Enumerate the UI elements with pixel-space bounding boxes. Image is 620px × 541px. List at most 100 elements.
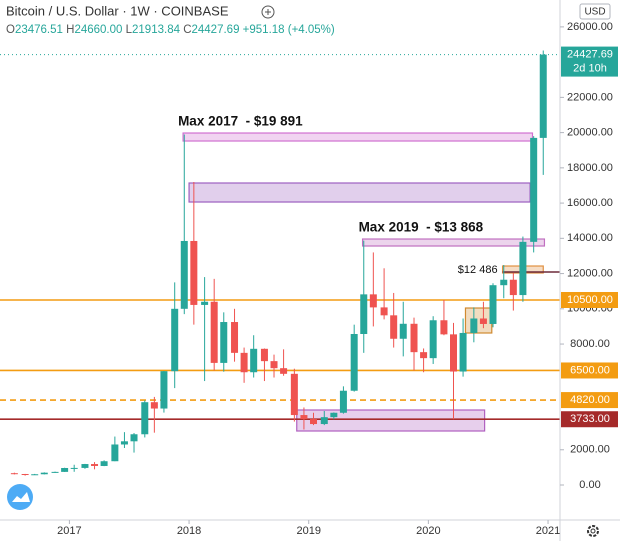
zone [188, 182, 531, 203]
compare-button[interactable] [261, 5, 275, 19]
candle-body [141, 402, 149, 435]
currency-label: USD [584, 7, 605, 18]
ohlc-key: H [66, 24, 74, 36]
candle-body [509, 279, 517, 296]
candle-body [500, 279, 508, 286]
y-tick-label: 8000.00 [570, 338, 610, 350]
candle-body [231, 322, 239, 353]
candle-body [91, 464, 99, 466]
tradingview-logo[interactable] [7, 484, 33, 510]
candle-body [10, 473, 18, 475]
y-tick-label: 22000.00 [567, 91, 613, 103]
y-tick-label: 18000.00 [567, 162, 613, 174]
candle-body [410, 323, 418, 353]
ohlc-value: 21913.84 [132, 24, 181, 36]
candle-body [450, 334, 458, 372]
candle-body [420, 352, 428, 359]
x-tick-label: 2019 [296, 525, 320, 537]
candle-body [21, 474, 29, 476]
level-label-bg [561, 291, 618, 308]
candle-body [160, 371, 168, 409]
last-price-bg [561, 46, 618, 77]
candle-body [470, 318, 478, 333]
candle-body [290, 373, 298, 416]
currency-button[interactable]: USD [579, 3, 611, 20]
plot-area: Max 2017 - $19 891 Max 2019 - $13 868 $12 … [0, 50, 560, 476]
candle-body [70, 467, 78, 469]
level-label-bg [561, 411, 618, 428]
settings-button[interactable] [587, 525, 599, 537]
candle-body [339, 390, 347, 413]
candle-body [120, 441, 128, 445]
zone [361, 238, 546, 247]
candle-body [300, 415, 308, 420]
candle-body [240, 352, 248, 373]
level-label-bg [561, 392, 618, 409]
candle-body [130, 434, 138, 442]
zone-label: Max 2019 - $13 868 [359, 220, 484, 235]
ohlc-key: C [183, 24, 191, 36]
y-tick-label: 20000.00 [567, 127, 613, 139]
level-label: 3733.00 [570, 413, 610, 425]
zone [182, 132, 534, 142]
candle-body [180, 240, 188, 309]
candle-body [40, 472, 48, 475]
candle-body [429, 320, 437, 359]
candle-body [190, 240, 198, 305]
candle-body [111, 444, 119, 462]
symbol-title[interactable]: Bitcoin / U.S. Dollar · 1W · COINBASE [6, 3, 229, 18]
level-label-bg [561, 362, 618, 379]
candle-body [51, 471, 59, 473]
candle-body [270, 361, 278, 369]
ohlc-value: 24427.69 [192, 24, 240, 36]
zone-label: Max 2017 - $19 891 [178, 114, 303, 129]
y-tick-label: 2000.00 [570, 444, 610, 456]
zone [464, 307, 493, 334]
last-price-label: 24427.69 [567, 48, 613, 60]
candle-body [250, 348, 258, 373]
candle-body [519, 241, 527, 296]
candle-body [280, 368, 288, 374]
y-tick-label: 14000.00 [567, 232, 613, 244]
candle-body [380, 307, 388, 316]
candle-body [171, 308, 179, 372]
candle-body [459, 332, 467, 372]
ohlc-key: O [6, 24, 15, 36]
candle-body [440, 320, 448, 335]
level-label: 6500.00 [570, 364, 610, 376]
candle-body [61, 468, 69, 472]
candle-body [539, 54, 547, 138]
level-label: 4820.00 [570, 394, 610, 406]
candle-body [320, 417, 328, 425]
zone-label: $12 486 [458, 264, 498, 276]
y-tick-label: 0.00 [579, 479, 600, 491]
candle-body [220, 322, 228, 363]
ohlc-value: 23476.51 [15, 24, 63, 36]
candle-body [489, 285, 497, 324]
candle-body [530, 137, 538, 242]
candle-body [310, 419, 318, 425]
x-tick-label: 2021 [536, 525, 560, 537]
x-tick-label: 2018 [177, 525, 201, 537]
candle-body [350, 334, 358, 391]
y-tick-label: 12000.00 [567, 267, 613, 279]
candle-body [330, 412, 338, 418]
ohlc-change: +951.18 (+4.05%) [243, 24, 335, 36]
candle-body [210, 301, 218, 363]
candle-body [150, 402, 158, 409]
ohlc-legend: O23476.51 H24660.00 L21913.84 C24427.69 … [6, 24, 335, 36]
candle-body [100, 461, 108, 466]
x-tick-label: 2020 [416, 525, 440, 537]
candle-body [201, 301, 209, 305]
zone [296, 409, 486, 432]
countdown-label: 2d 10h [573, 62, 607, 74]
ohlc-value: 24660.00 [74, 24, 122, 36]
candle-body [369, 294, 377, 308]
y-tick-label: 16000.00 [567, 197, 613, 209]
candle-body [360, 294, 368, 335]
candle-body [390, 315, 398, 339]
candle-body [260, 348, 268, 362]
candle-body [399, 323, 407, 339]
